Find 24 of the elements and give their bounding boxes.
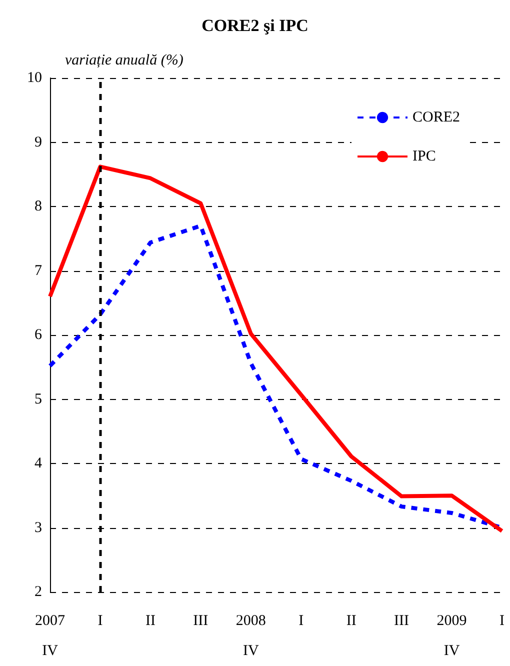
y-tick-label: 2 bbox=[34, 584, 42, 600]
x-tick-label: I bbox=[98, 613, 103, 629]
x-tick-label: II bbox=[145, 613, 156, 629]
x-tick-label: 2009 IV bbox=[436, 613, 467, 659]
x-tick-label: III bbox=[193, 613, 208, 629]
x-tick-label: I bbox=[298, 613, 304, 629]
y-tick-label: 4 bbox=[34, 456, 42, 472]
y-tick-label: 5 bbox=[34, 391, 42, 408]
line-series bbox=[48, 164, 504, 533]
y-tick-label: 9 bbox=[34, 134, 42, 150]
y-tick-label: 6 bbox=[34, 327, 42, 343]
chart-title: CORE2 şi IPC bbox=[202, 16, 308, 35]
y-tick-label: 7 bbox=[34, 262, 42, 279]
y-tick-label: 3 bbox=[34, 520, 42, 536]
x-tick-label: 2007 IV bbox=[35, 613, 66, 659]
y-tick-label: 8 bbox=[34, 198, 42, 214]
x-tick-label: II bbox=[346, 613, 356, 629]
y-axis-title: variație anuală (%) bbox=[65, 52, 184, 68]
y-tick-label: 10 bbox=[27, 70, 42, 86]
x-tick-label: I bbox=[500, 613, 504, 629]
legend-label: CORE2 bbox=[412, 110, 460, 126]
legend-label: IPC bbox=[412, 148, 436, 164]
x-tick-label: III bbox=[394, 613, 410, 629]
x-tick-label: 2008 IV bbox=[236, 613, 266, 659]
